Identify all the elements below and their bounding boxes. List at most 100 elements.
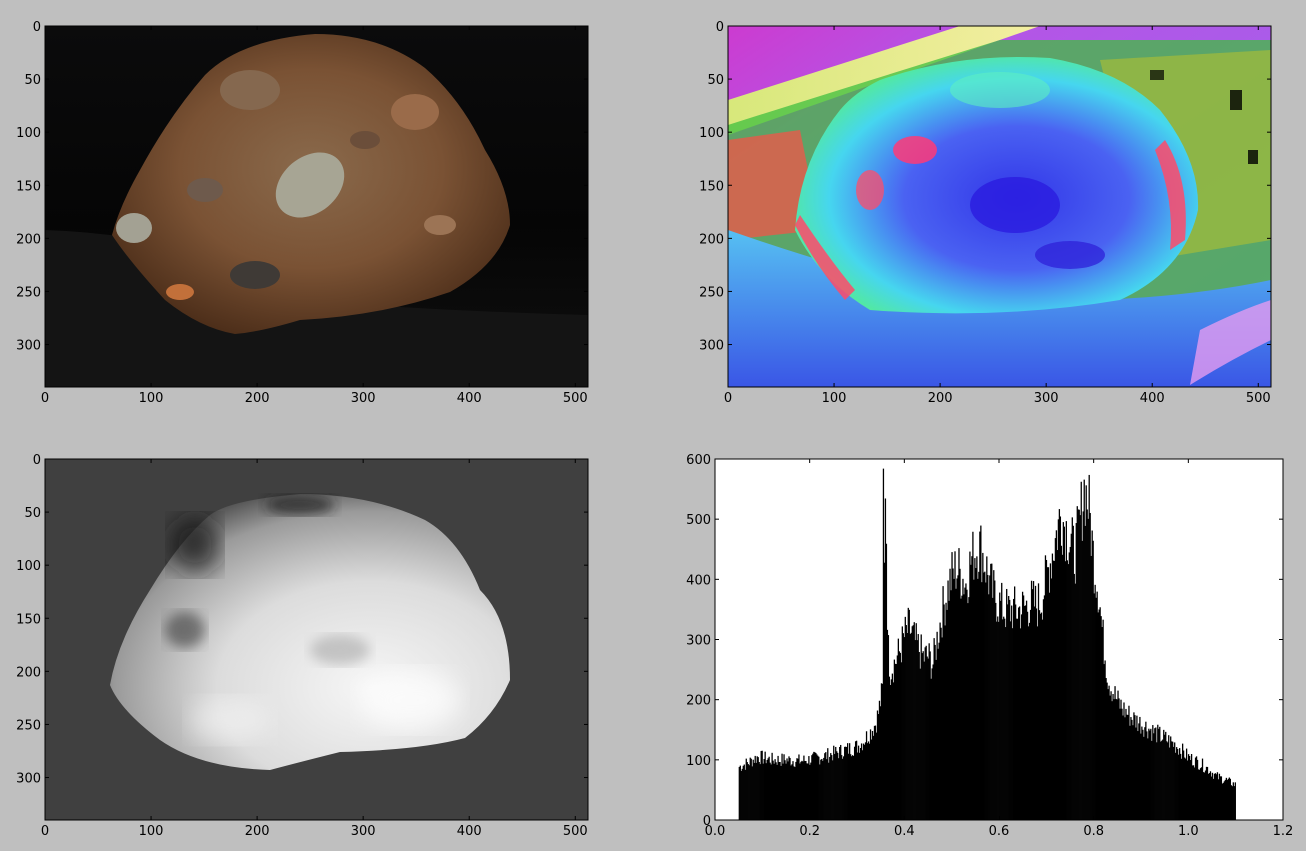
histogram-bar	[1043, 595, 1046, 820]
histogram-bar	[901, 626, 903, 820]
histogram-bar	[815, 752, 817, 820]
histogram-bar	[832, 760, 834, 820]
x-tick-label: 0	[41, 824, 49, 839]
histogram-bar	[1113, 699, 1115, 820]
histogram-bar	[1030, 580, 1033, 820]
histogram-bar	[1212, 778, 1215, 820]
histogram-bar	[1008, 596, 1010, 820]
histogram-bar	[858, 752, 861, 820]
histogram-bar	[827, 748, 829, 820]
histogram-bar	[1036, 626, 1039, 820]
histogram-bar	[957, 575, 959, 820]
histogram-bar	[999, 592, 1001, 820]
histogram-bar	[809, 764, 811, 820]
histogram-bar	[1172, 741, 1174, 820]
y-tick-label: 200	[16, 665, 41, 680]
histogram-bar	[1211, 772, 1214, 820]
histogram-bar	[798, 754, 800, 820]
histogram-bar	[774, 759, 776, 820]
histogram-bar	[1126, 714, 1128, 820]
histogram-bar	[825, 752, 827, 820]
histogram-bar	[1188, 756, 1191, 820]
histogram-bar	[1116, 699, 1118, 820]
histogram-bar	[824, 753, 826, 820]
histogram-bar	[816, 754, 818, 820]
x-tick-label: 0.6	[989, 824, 1010, 839]
histogram-bar	[780, 765, 782, 820]
histogram-bar	[1229, 778, 1231, 820]
histogram-bar	[884, 498, 887, 820]
photo-panel: 0 100 200 300 400 500 0 50 100 150 200 250 300	[16, 20, 589, 406]
histogram-bar	[930, 678, 932, 820]
histogram-bar	[955, 588, 957, 820]
histogram-bar	[878, 700, 881, 820]
histogram-bar	[915, 623, 917, 820]
histogram-bar	[848, 753, 850, 820]
y-tick-label: 100	[16, 559, 41, 574]
histogram-bar	[1221, 783, 1224, 820]
histogram-bar	[807, 763, 809, 820]
histogram-bar	[948, 600, 950, 820]
histogram-bar	[900, 662, 902, 820]
histogram-bar	[789, 757, 791, 820]
histogram-bar	[926, 656, 928, 820]
histogram-bar	[1223, 781, 1226, 820]
histogram-bar	[1169, 747, 1171, 820]
histogram-bar	[982, 552, 984, 820]
histogram-bar	[797, 758, 799, 820]
x-tick-label: 300	[351, 824, 376, 839]
histogram-bar	[751, 766, 753, 820]
histogram-bar	[1100, 616, 1102, 820]
histogram-bar	[818, 756, 820, 820]
x-tick-label: 0.0	[705, 824, 726, 839]
histogram-bar	[934, 644, 936, 820]
histogram-bar	[1146, 731, 1148, 820]
histogram-bar	[1173, 746, 1175, 820]
histogram-bar	[1155, 727, 1157, 820]
histogram-bar	[767, 758, 769, 820]
photo-axes-frame	[44, 25, 589, 388]
histogram-bar	[1198, 769, 1201, 820]
histogram-bar	[1224, 779, 1227, 820]
histogram-bar	[1138, 723, 1140, 820]
y-tick-label: 150	[699, 179, 724, 194]
histogram-bar	[943, 604, 945, 820]
histogram-bar	[1189, 760, 1192, 820]
histogram-bar	[1186, 760, 1189, 820]
histogram-bar	[980, 525, 982, 820]
histogram-bar	[770, 764, 772, 820]
histogram-bar	[1112, 694, 1114, 820]
histogram-bar	[1006, 588, 1008, 820]
y-tick-label: 250	[16, 718, 41, 733]
histogram-bar	[1180, 753, 1182, 820]
histogram-bar	[992, 597, 994, 820]
histogram-bar	[1015, 618, 1018, 820]
x-tick-label: 1.0	[1178, 824, 1199, 839]
y-tick-label: 250	[16, 285, 41, 300]
histogram-bar	[755, 762, 757, 820]
histogram-bar	[749, 757, 751, 820]
histogram-bar	[1086, 509, 1088, 820]
histogram-bar	[1214, 773, 1217, 820]
histogram-bar	[1005, 627, 1007, 820]
histogram-bar	[1136, 715, 1138, 820]
histogram-bar	[1160, 741, 1162, 820]
histogram-bar	[890, 679, 893, 820]
histogram-bar	[973, 579, 975, 820]
histogram-bar	[1166, 741, 1168, 820]
histogram-bar	[1070, 533, 1072, 820]
x-tick-label: 100	[822, 391, 847, 406]
histogram-bar	[868, 743, 871, 820]
histogram-bar	[1073, 573, 1075, 820]
histogram-bar	[1110, 691, 1112, 820]
y-tick-label: 100	[699, 126, 724, 141]
histogram-bar	[1171, 741, 1173, 820]
x-tick-label: 200	[928, 391, 953, 406]
histogram-bar	[1204, 770, 1207, 820]
histogram-bar	[917, 634, 919, 820]
histogram-bar	[956, 578, 958, 820]
histogram-bar	[1059, 516, 1062, 820]
histogram-bar	[1124, 717, 1126, 820]
histogram-bar	[1201, 758, 1204, 820]
histogram-bar	[964, 587, 966, 820]
